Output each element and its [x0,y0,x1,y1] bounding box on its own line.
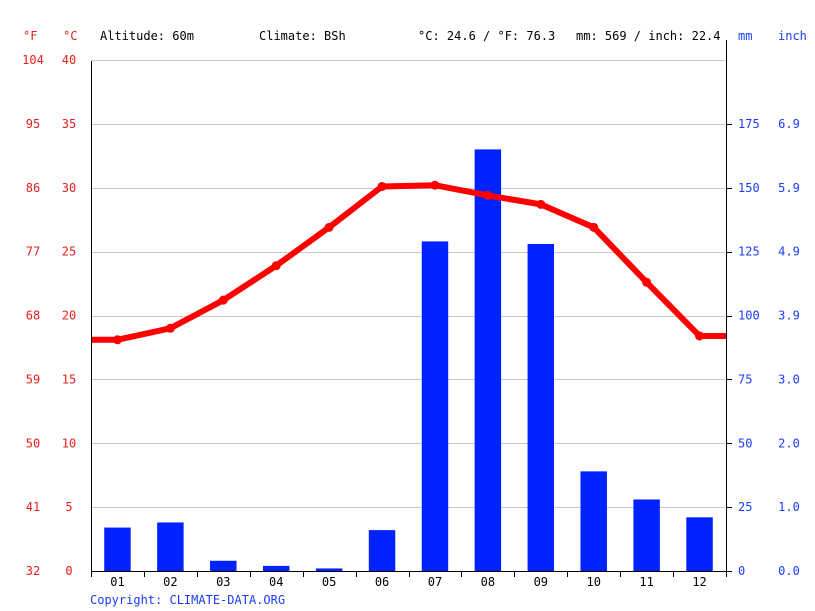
fahrenheit-tick-label: 41 [26,500,40,514]
inch-tick-label: 3.9 [778,309,800,323]
temperature-point [377,181,387,191]
x-tick-label: 06 [375,575,389,589]
tick-labels: 01 02 03 04 05 06 07 08 09 10 11 12 32 0 41 5 50 10 59 15 68… [22,53,800,589]
fahrenheit-tick-label: 86 [26,181,40,195]
copyright-link[interactable]: Copyright: CLIMATE-DATA.ORG [90,593,285,607]
x-tick-label: 02 [163,575,177,589]
precipitation-bar [104,527,131,571]
temperature-point [695,331,705,341]
temperature-point [483,190,493,200]
temperature-point [536,199,546,209]
mm-tick-label: 100 [738,309,760,323]
fahrenheit-tick-label: 104 [22,53,44,67]
celsius-tick-label: 35 [62,117,76,131]
precipitation-bar [633,499,660,571]
temperature-point [112,335,122,345]
x-tick-label: 04 [269,575,283,589]
temperature-point [271,261,281,271]
x-tick-label: 07 [428,575,442,589]
x-tick-label: 01 [110,575,124,589]
gridlines [91,60,726,508]
mm-tick-label: 75 [738,372,752,386]
inch-tick-label: 1.0 [778,500,800,514]
inch-tick-label: 0.0 [778,564,800,578]
precipitation-bars [104,149,713,572]
x-tick-label: 03 [216,575,230,589]
inch-unit-label: inch [778,29,807,43]
fahrenheit-tick-label: 68 [26,309,40,323]
precipitation-bar [580,471,607,571]
temperature-series-line [91,182,726,343]
celsius-tick-label: 0 [65,564,72,578]
precipitation-bar [686,517,713,571]
mm-tick-label: 150 [738,181,760,195]
fahrenheit-tick-label: 77 [26,245,40,259]
celsius-tick-label: 20 [62,309,76,323]
mm-tick-label: 175 [738,117,760,131]
fahrenheit-unit-label: °F [23,29,37,43]
mm-tick-label: 50 [738,436,752,450]
temperature-point [218,295,228,305]
altitude-label: Altitude: 60m [100,29,194,43]
x-tick-label: 10 [586,575,600,589]
fahrenheit-tick-label: 50 [26,436,40,450]
celsius-tick-label: 40 [62,53,76,67]
celsius-unit-label: °C [63,29,77,43]
precipitation-bar [368,530,396,571]
precipitation-bar [527,243,555,571]
inch-tick-label: 6.9 [778,117,800,131]
mm-tick-label: 0 [738,564,745,578]
celsius-tick-label: 15 [62,372,76,386]
axes [91,40,732,577]
precipitation-bar [315,568,343,571]
x-tick-label: 11 [639,575,653,589]
mm-tick-label: 125 [738,245,760,259]
x-tick-label: 09 [534,575,548,589]
x-tick-label: 12 [692,575,706,589]
inch-tick-label: 4.9 [778,245,800,259]
climate-label: Climate: BSh [259,29,346,43]
x-tick-label: 05 [322,575,336,589]
celsius-tick-label: 5 [65,500,72,514]
temperature-point [165,323,175,333]
precipitation-bar [210,560,237,571]
inch-tick-label: 2.0 [778,436,800,450]
temperature-point [589,222,599,232]
temperature-point [430,180,440,190]
fahrenheit-tick-label: 32 [26,564,40,578]
precipitation-bar [474,149,502,572]
temperature-point [642,277,652,287]
mm-unit-label: mm [738,29,752,43]
precipitation-bar [262,565,290,571]
precipitation-bar [421,241,449,571]
celsius-tick-label: 30 [62,181,76,195]
celsius-tick-label: 10 [62,436,76,450]
temperature-point [324,222,334,232]
x-tick-label: 08 [481,575,495,589]
celsius-tick-label: 25 [62,245,76,259]
inch-tick-label: 5.9 [778,181,800,195]
precipitation-bar [157,522,184,571]
mm-tick-label: 25 [738,500,752,514]
fahrenheit-tick-label: 59 [26,372,40,386]
inch-tick-label: 3.0 [778,372,800,386]
fahrenheit-tick-label: 95 [26,117,40,131]
temperature-line [91,180,726,345]
total-precipitation-label: mm: 569 / inch: 22.4 [576,29,721,43]
average-temperature-label: °C: 24.6 / °F: 76.3 [418,29,555,43]
